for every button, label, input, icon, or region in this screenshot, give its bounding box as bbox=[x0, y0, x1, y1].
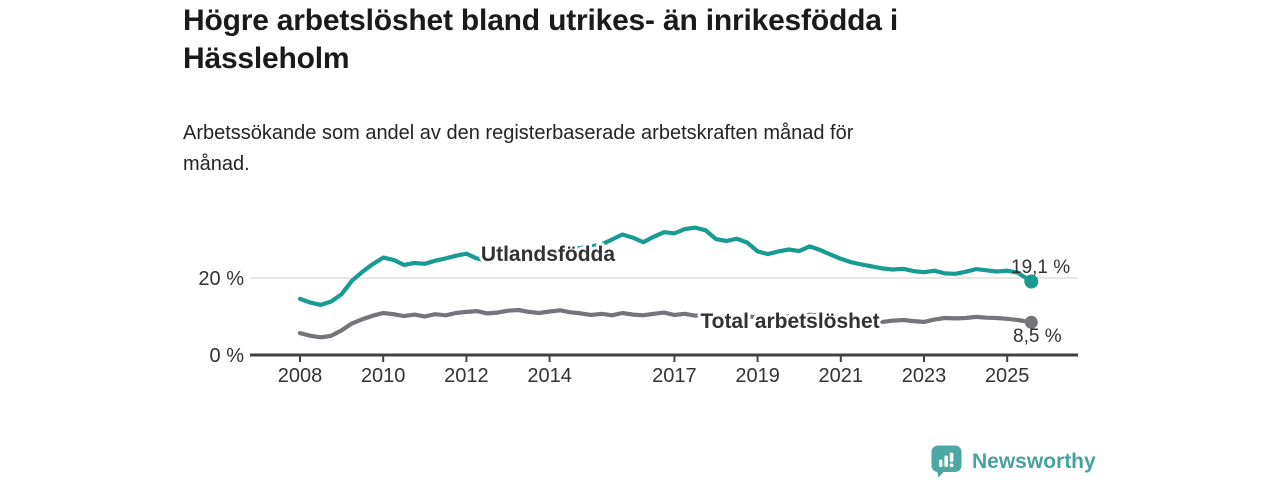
x-tick-label-2019: 2019 bbox=[735, 365, 780, 387]
x-tick-label-2025: 2025 bbox=[985, 365, 1030, 387]
x-tick-label-2021: 2021 bbox=[819, 365, 864, 387]
x-tick-label-2017: 2017 bbox=[652, 365, 697, 387]
newsworthy-logo: Newsworthy bbox=[931, 445, 1096, 478]
total-arbetsloshet-line bbox=[297, 307, 1034, 340]
chart-subtitle: Arbetssökande som andel av den registerb… bbox=[183, 122, 854, 175]
utlandsfodda-series-label: Utlandsfödda bbox=[481, 243, 615, 266]
total-arbetsloshet-end-value-label: 8,5 % bbox=[1013, 326, 1062, 347]
line-chart: 2008 2010 2012 2014 2017 2019 2021 2023 2025 0 %… bbox=[198, 225, 1078, 387]
y-tick-label-20: 20 % bbox=[198, 268, 244, 290]
x-tick-label-2023: 2023 bbox=[902, 365, 947, 387]
x-tick-label-2010: 2010 bbox=[361, 365, 406, 387]
x-tick-label-2008: 2008 bbox=[278, 365, 323, 387]
utlandsfodda-end-value-label: 19,1 % bbox=[1011, 257, 1070, 278]
utlandsfodda-line bbox=[297, 225, 1034, 307]
y-tick-label-0: 0 % bbox=[210, 345, 245, 367]
x-tick-label-2014: 2014 bbox=[527, 365, 572, 387]
total-arbetsloshet-endpoint-dot bbox=[1024, 315, 1038, 329]
chart-title: Högre arbetslöshet bland utrikes- än inr… bbox=[183, 4, 898, 75]
newsworthy-logo-text: Newsworthy bbox=[972, 449, 1096, 473]
x-axis-ticks bbox=[299, 355, 1009, 362]
x-axis-tick-labels: 2008 2010 2012 2014 2017 2019 2021 2023 2025 bbox=[278, 365, 1030, 387]
total-arbetsloshet-series-label: Total arbetslöshet bbox=[700, 310, 879, 333]
y-axis-tick-labels: 0 % 20 % bbox=[198, 268, 244, 367]
utlandsfodda-endpoint-dot bbox=[1024, 274, 1039, 289]
bar-chart-speech-bubble-icon bbox=[931, 445, 962, 478]
x-tick-label-2012: 2012 bbox=[444, 365, 489, 387]
